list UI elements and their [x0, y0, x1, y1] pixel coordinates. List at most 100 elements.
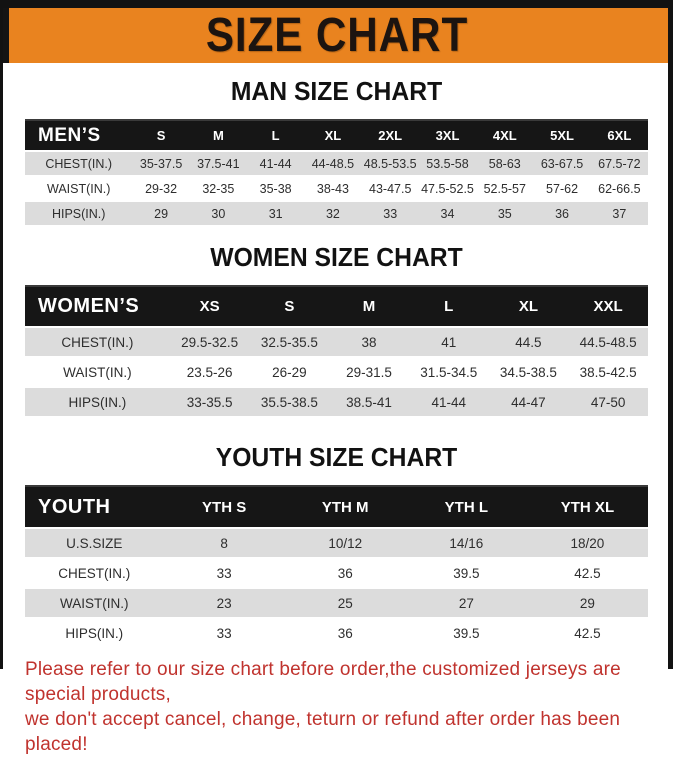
section-women: WOMEN SIZE CHART WOMEN’S XS S M L XL XXL CHEST(…: [0, 242, 673, 418]
table-corner-label: MEN’S: [25, 121, 133, 152]
size-column-header: 5XL: [533, 121, 591, 152]
data-cell: 31.5-34.5: [408, 358, 489, 388]
table-body: CHEST(IN.) 29.5-32.5 32.5-35.5 38 41 44.5 44.5…: [25, 328, 648, 418]
row-label-cell: WAIST(IN.): [25, 358, 170, 388]
data-cell: 34: [418, 202, 477, 227]
data-cell: 41-44: [408, 388, 489, 418]
data-cell: 29: [132, 202, 190, 227]
data-cell: 29: [526, 589, 648, 619]
data-cell: 33: [361, 202, 419, 227]
table-row: WAIST(IN.) 23.5-26 26-29 29-31.5 31.5-34.5 34…: [25, 358, 648, 388]
table-header-row: MEN’S S M L XL 2XL 3XL 4XL 5XL 6XL: [25, 121, 648, 152]
data-cell: 33: [163, 559, 285, 589]
row-label-cell: WAIST(IN.): [25, 589, 164, 619]
data-cell: 41: [408, 328, 489, 358]
data-cell: 57-62: [533, 177, 591, 202]
data-cell: 47-50: [568, 388, 648, 418]
data-cell: 44-47: [488, 388, 569, 418]
table-head: WOMEN’S XS S M L XL XXL: [25, 287, 648, 328]
size-column-header: XL: [488, 287, 569, 328]
table-header-row: WOMEN’S XS S M L XL XXL: [25, 287, 648, 328]
data-cell: 44.5: [488, 328, 569, 358]
data-cell: 18/20: [526, 529, 648, 559]
size-column-header: YTH M: [284, 487, 406, 529]
footer-disclaimer: Please refer to our size chart before or…: [25, 657, 665, 757]
data-cell: 29-32: [132, 177, 190, 202]
data-cell: 32-35: [189, 177, 247, 202]
table-row: CHEST(IN.) 35-37.5 37.5-41 41-44 44-48.5 48.5…: [25, 152, 648, 177]
table-body: CHEST(IN.) 35-37.5 37.5-41 41-44 44-48.5 48.5…: [25, 152, 648, 227]
size-column-header: S: [249, 287, 330, 328]
content-area: MAN SIZE CHART MEN’S S M L XL 2XL 3XL 4XL 5XL 6XL…: [0, 63, 673, 757]
data-cell: 10/12: [284, 529, 406, 559]
banner-left-notch: [0, 8, 9, 63]
size-column-header: 3XL: [418, 121, 477, 152]
section-title-youth: YOUTH SIZE CHART: [215, 442, 458, 472]
data-cell: 32.5-35.5: [249, 328, 330, 358]
data-cell: 29.5-32.5: [169, 328, 250, 358]
data-cell: 38-43: [304, 177, 362, 202]
table-row: CHEST(IN.) 29.5-32.5 32.5-35.5 38 41 44.5 44.5…: [25, 328, 648, 358]
data-cell: 48.5-53.5: [361, 152, 419, 177]
table-row: HIPS(IN.) 33-35.5 35.5-38.5 38.5-41 41-44 44-…: [25, 388, 648, 418]
left-border: [0, 0, 3, 669]
footer-line-1: Please refer to our size chart before or…: [25, 659, 621, 705]
size-column-header: YTH XL: [526, 487, 648, 529]
size-column-header: XS: [169, 287, 250, 328]
data-cell: 35-38: [247, 177, 305, 202]
data-cell: 33: [163, 619, 285, 649]
size-column-header: M: [329, 287, 409, 328]
right-border: [668, 0, 673, 669]
section-title-women: WOMEN SIZE CHART: [210, 242, 463, 272]
title-banner: SIZE CHART: [0, 8, 673, 63]
data-cell: 38.5-42.5: [568, 358, 648, 388]
section-title-men: MAN SIZE CHART: [230, 76, 443, 106]
top-black-bar: [0, 0, 673, 8]
row-label-cell: CHEST(IN.): [25, 152, 133, 177]
row-label-cell: WAIST(IN.): [25, 177, 133, 202]
table-row: WAIST(IN.) 29-32 32-35 35-38 38-43 43-47.5 47.…: [25, 177, 648, 202]
data-cell: 8: [163, 529, 285, 559]
size-column-header: S: [132, 121, 190, 152]
data-cell: 35-37.5: [132, 152, 190, 177]
table-header-row: YOUTH YTH S YTH M YTH L YTH XL: [25, 487, 648, 529]
data-cell: 37.5-41: [189, 152, 247, 177]
table-body: U.S.SIZE 8 10/12 14/16 18/20 CHEST(IN.) 33 36 39…: [25, 529, 648, 649]
row-label-cell: HIPS(IN.): [25, 202, 133, 227]
data-cell: 37: [590, 202, 648, 227]
data-cell: 25: [284, 589, 406, 619]
data-cell: 39.5: [405, 559, 527, 589]
data-cell: 58-63: [476, 152, 534, 177]
data-cell: 33-35.5: [169, 388, 250, 418]
footer-line-2: we don't accept cancel, change, teturn o…: [25, 709, 621, 755]
data-cell: 43-47.5: [361, 177, 419, 202]
data-cell: 62-66.5: [590, 177, 648, 202]
data-cell: 23.5-26: [169, 358, 250, 388]
table-head: YOUTH YTH S YTH M YTH L YTH XL: [25, 487, 648, 529]
data-cell: 36: [533, 202, 591, 227]
data-cell: 14/16: [405, 529, 527, 559]
men-size-table: MEN’S S M L XL 2XL 3XL 4XL 5XL 6XL CHEST(IN.) 35-37…: [25, 119, 648, 227]
data-cell: 41-44: [247, 152, 305, 177]
size-column-header: L: [247, 121, 305, 152]
table-head: MEN’S S M L XL 2XL 3XL 4XL 5XL 6XL: [25, 121, 648, 152]
size-column-header: YTH S: [163, 487, 285, 529]
data-cell: 63-67.5: [533, 152, 591, 177]
data-cell: 27: [405, 589, 527, 619]
page-title: SIZE CHART: [205, 8, 468, 62]
data-cell: 31: [247, 202, 305, 227]
youth-size-table: YOUTH YTH S YTH M YTH L YTH XL U.S.SIZE 8 10/12…: [25, 485, 648, 649]
size-column-header: XXL: [568, 287, 648, 328]
data-cell: 26-29: [249, 358, 330, 388]
size-column-header: YTH L: [405, 487, 527, 529]
data-cell: 34.5-38.5: [488, 358, 569, 388]
data-cell: 30: [189, 202, 247, 227]
size-column-header: 4XL: [476, 121, 534, 152]
table-row: U.S.SIZE 8 10/12 14/16 18/20: [25, 529, 648, 559]
data-cell: 47.5-52.5: [418, 177, 477, 202]
row-label-cell: CHEST(IN.): [25, 328, 170, 358]
row-label-cell: CHEST(IN.): [25, 559, 164, 589]
section-youth: YOUTH SIZE CHART YOUTH YTH S YTH M YTH L YTH…: [0, 442, 673, 649]
table-row: HIPS(IN.) 29 30 31 32 33 34 35 36 37: [25, 202, 648, 227]
data-cell: 36: [284, 559, 406, 589]
